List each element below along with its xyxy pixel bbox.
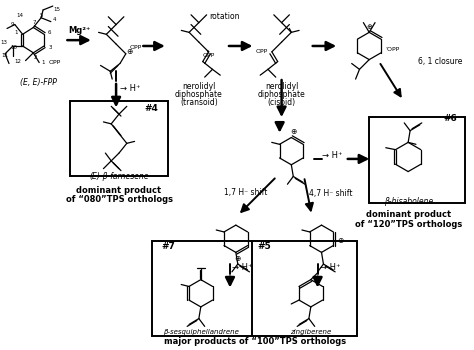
Text: nerolidyl: nerolidyl <box>265 82 298 91</box>
Text: ⊕: ⊕ <box>337 236 343 245</box>
Text: OPP: OPP <box>49 60 61 65</box>
Text: 2: 2 <box>34 55 37 60</box>
Text: ʻOPP: ʻOPP <box>386 47 400 52</box>
Text: OPP: OPP <box>255 49 268 54</box>
Bar <box>369 117 465 203</box>
Text: 7: 7 <box>33 20 36 25</box>
Text: rotation: rotation <box>209 12 239 21</box>
Text: ⊕: ⊕ <box>290 127 296 136</box>
Text: 1: 1 <box>14 30 18 35</box>
Text: 13: 13 <box>0 40 8 44</box>
Text: 11: 11 <box>1 53 8 58</box>
Text: → H⁺: → H⁺ <box>320 264 340 272</box>
Text: #4: #4 <box>144 104 158 113</box>
Text: major products of “100”TPS orthologs: major products of “100”TPS orthologs <box>164 337 346 346</box>
Text: OPP: OPP <box>203 53 215 58</box>
Text: 4: 4 <box>53 17 56 22</box>
Text: 3: 3 <box>49 46 53 50</box>
Bar <box>152 241 356 336</box>
Bar <box>70 100 168 176</box>
Text: of “120”TPS orthologs: of “120”TPS orthologs <box>355 220 462 229</box>
Text: 10: 10 <box>11 46 18 50</box>
Text: zingiberene: zingiberene <box>290 329 331 335</box>
Text: 14: 14 <box>16 13 23 18</box>
Text: (E)-β-farnesene: (E)-β-farnesene <box>89 172 149 181</box>
Text: 12: 12 <box>14 59 21 64</box>
Text: #7: #7 <box>162 242 176 251</box>
Text: dominant product: dominant product <box>76 186 162 195</box>
Text: β-sesquiphellandrene: β-sesquiphellandrene <box>163 329 239 335</box>
Text: of “080”TPS orthologs: of “080”TPS orthologs <box>65 195 173 204</box>
Text: dominant product: dominant product <box>365 210 451 219</box>
Text: nerolidyl: nerolidyl <box>182 82 216 91</box>
Text: diphosphate: diphosphate <box>175 90 223 99</box>
Text: (E, E)-FPP: (E, E)-FPP <box>20 78 56 88</box>
Text: 4,7 H⁻ shift: 4,7 H⁻ shift <box>310 189 353 198</box>
Text: 5: 5 <box>39 13 43 18</box>
Text: 15: 15 <box>53 7 60 13</box>
Text: ⊕: ⊕ <box>366 25 372 30</box>
Text: → H⁺: → H⁺ <box>322 152 343 161</box>
Text: 1,7 H⁻ shift: 1,7 H⁻ shift <box>224 189 267 197</box>
Text: (cisoid): (cisoid) <box>267 98 296 107</box>
Text: 1: 1 <box>41 60 45 65</box>
Text: ⊕: ⊕ <box>127 47 133 56</box>
Text: #6: #6 <box>443 113 457 122</box>
Text: β-bisabolene: β-bisabolene <box>383 197 433 206</box>
Text: OPP: OPP <box>130 46 142 50</box>
Text: 6: 6 <box>47 30 51 35</box>
Text: diphosphate: diphosphate <box>258 90 305 99</box>
Text: Mg²⁺: Mg²⁺ <box>68 26 90 35</box>
Text: → H⁺: → H⁺ <box>232 264 253 272</box>
Text: (transoid): (transoid) <box>180 98 218 107</box>
Text: ⊕: ⊕ <box>235 254 241 263</box>
Text: 6, 1 closure: 6, 1 closure <box>418 57 462 66</box>
Text: → H⁺: → H⁺ <box>120 84 141 93</box>
Text: 9: 9 <box>10 22 14 27</box>
Text: #5: #5 <box>257 242 271 251</box>
